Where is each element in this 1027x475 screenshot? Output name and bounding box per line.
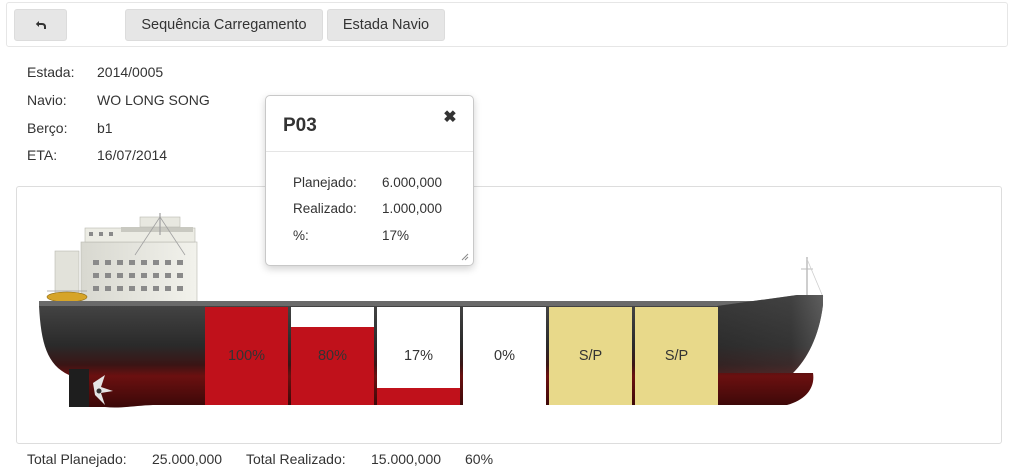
back-button[interactable] (14, 9, 67, 41)
hold-fill-level (377, 388, 460, 405)
estada-label: Estada: (27, 64, 75, 80)
hold-percentage-label: S/P (578, 348, 603, 364)
total-realizado-value: 15.000,000 (371, 451, 442, 467)
propeller (69, 369, 113, 407)
hold-popover: P03 ✖ Planejado: 6.000,000 Realizado: 1.… (265, 95, 474, 266)
total-planejado-label: Total Planejado: (27, 451, 127, 467)
pct-label: %: (293, 228, 309, 243)
close-x-icon[interactable]: ✖ (443, 109, 457, 126)
cargo-hold-2[interactable]: 80% (291, 307, 374, 405)
planejado-value: 6.000,000 (382, 175, 443, 190)
popover-header: P03 ✖ (266, 96, 473, 152)
eta-value: 16/07/2014 (97, 147, 168, 163)
bridge-superstructure (46, 213, 198, 305)
navio-value: WO LONG SONG (97, 92, 210, 108)
hold-percentage-label: 80% (317, 348, 348, 364)
ship-voyage-button[interactable]: Estada Navio (327, 9, 445, 41)
navio-label: Navio: (27, 92, 67, 108)
cargo-hold-4[interactable]: 0% (463, 307, 546, 405)
resize-grip-icon[interactable] (460, 252, 469, 261)
ship-panel: 100% 80% 17% 0% S/P S/P (16, 186, 1002, 444)
popover-title: P03 (283, 115, 317, 136)
realizado-value: 1.000,000 (382, 201, 443, 216)
eta-label: ETA: (27, 147, 58, 163)
hold-percentage-label: 17% (403, 348, 434, 364)
berco-value: b1 (97, 120, 113, 136)
hold-percentage-label: S/P (664, 348, 689, 364)
planejado-label: Planejado: (293, 175, 357, 190)
loading-sequence-button[interactable]: Sequência Carregamento (125, 9, 323, 41)
realizado-label: Realizado: (293, 201, 357, 216)
total-realizado-label: Total Realizado: (246, 451, 346, 467)
estada-value: 2014/0005 (97, 64, 164, 80)
berco-label: Berço: (27, 120, 68, 136)
hold-percentage-label: 0% (494, 348, 515, 364)
cargo-hold-3[interactable]: 17% (377, 307, 460, 405)
hold-percentage-label: 100% (227, 348, 266, 364)
undo-arrow-icon (35, 21, 46, 29)
cargo-hold-1[interactable]: 100% (205, 307, 288, 405)
toolbar: Sequência Carregamento Estada Navio (6, 2, 1008, 47)
pct-value: 17% (382, 228, 410, 243)
cargo-hold-5[interactable]: S/P (549, 307, 632, 405)
total-planejado-value: 25.000,000 (152, 451, 223, 467)
hold-fill-level (205, 307, 288, 405)
hold-fill-level (291, 326, 374, 405)
total-pct-value: 60% (465, 451, 494, 467)
cargo-hold-6[interactable]: S/P (635, 307, 718, 405)
